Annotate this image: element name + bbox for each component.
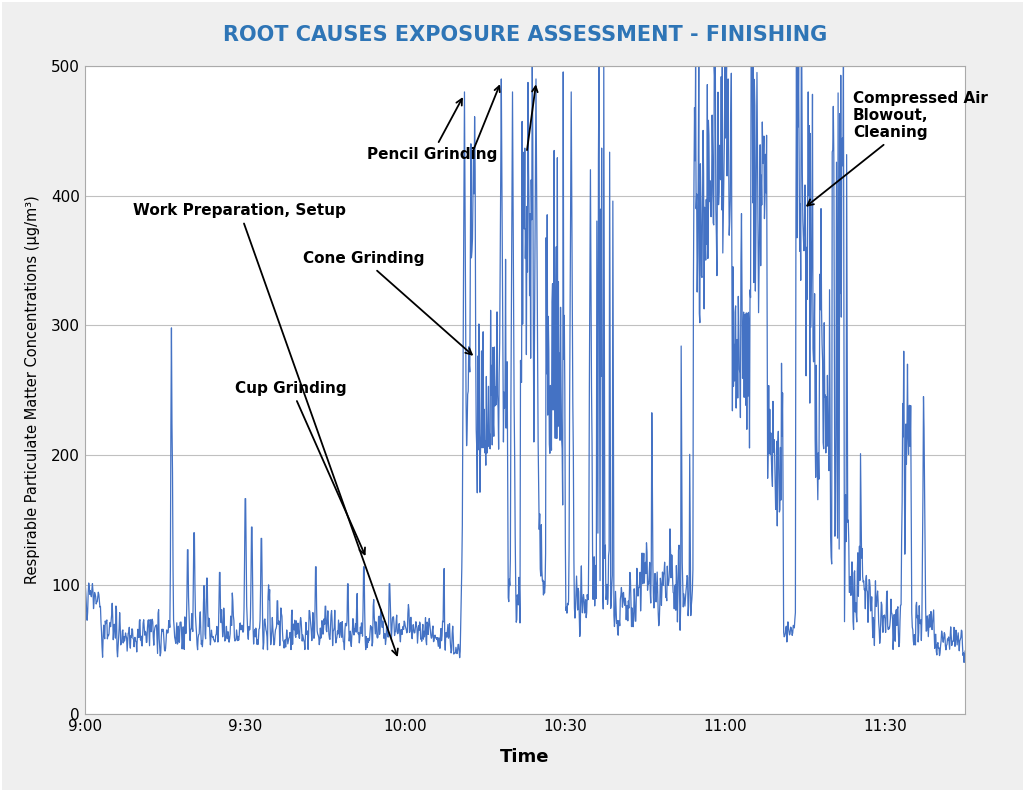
Text: Work Preparation, Setup: Work Preparation, Setup: [133, 203, 398, 655]
Text: Pencil Grinding: Pencil Grinding: [367, 99, 497, 162]
X-axis label: Time: Time: [501, 748, 550, 766]
Text: Cup Grinding: Cup Grinding: [236, 380, 365, 554]
Text: Cone Grinding: Cone Grinding: [303, 251, 472, 354]
Text: Compressed Air
Blowout,
Cleaning: Compressed Air Blowout, Cleaning: [807, 90, 988, 206]
Title: ROOT CAUSES EXPOSURE ASSESSMENT - FINISHING: ROOT CAUSES EXPOSURE ASSESSMENT - FINISH…: [223, 25, 827, 45]
Y-axis label: Respirable Particulate Matter Concentrations (µg/m³): Respirable Particulate Matter Concentrat…: [25, 195, 40, 585]
